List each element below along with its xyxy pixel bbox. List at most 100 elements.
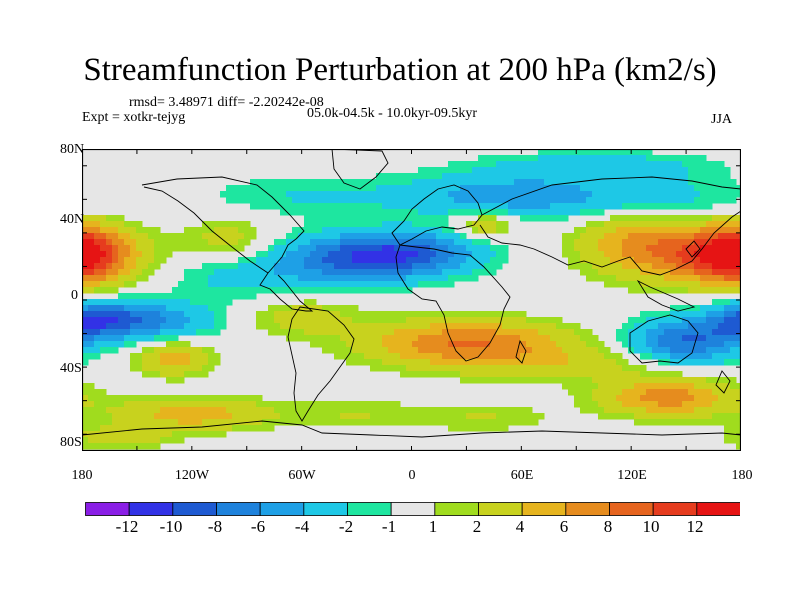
field-cell <box>712 239 719 246</box>
field-cell <box>604 401 611 408</box>
field-cell <box>460 233 467 240</box>
field-cell <box>622 221 629 228</box>
field-cell <box>376 407 383 414</box>
colorbar-swatch <box>85 502 130 516</box>
field-cell <box>544 359 551 366</box>
field-cell <box>358 245 365 252</box>
field-cell <box>100 431 107 438</box>
field-cell <box>184 287 191 294</box>
field-cell <box>82 251 89 258</box>
field-cell <box>706 311 713 318</box>
field-cell <box>370 329 377 336</box>
field-cell <box>172 347 179 354</box>
field-cell <box>340 191 347 198</box>
field-cell <box>334 281 341 288</box>
field-cell <box>334 305 341 312</box>
field-cell <box>94 413 101 420</box>
field-cell <box>340 413 347 420</box>
field-cell <box>382 209 389 216</box>
field-cell <box>82 215 89 222</box>
field-cell <box>394 191 401 198</box>
field-cell <box>700 215 707 222</box>
field-cell <box>118 443 125 450</box>
field-cell <box>322 329 329 336</box>
field-cell <box>370 257 377 264</box>
field-cell <box>160 257 167 264</box>
field-cell <box>484 197 491 204</box>
field-cell <box>352 197 359 204</box>
field-cell <box>640 239 647 246</box>
field-cell <box>640 317 647 324</box>
field-cell <box>160 407 167 414</box>
field-cell <box>106 239 113 246</box>
field-cell <box>118 257 125 264</box>
field-cell <box>532 185 539 192</box>
field-cell <box>508 203 515 210</box>
field-cell <box>706 407 713 414</box>
field-cell <box>514 335 521 342</box>
field-cell <box>628 215 635 222</box>
field-cell <box>706 215 713 222</box>
field-cell <box>286 209 293 216</box>
field-cell <box>178 365 185 372</box>
field-cell <box>310 407 317 414</box>
field-cell <box>700 407 707 414</box>
field-cell <box>130 305 137 312</box>
field-cell <box>208 287 215 294</box>
field-cell <box>646 275 653 282</box>
field-cell <box>622 407 629 414</box>
field-cell <box>508 365 515 372</box>
field-cell <box>532 335 539 342</box>
field-cell <box>214 245 221 252</box>
field-cell <box>652 347 659 354</box>
field-cell <box>268 407 275 414</box>
field-cell <box>340 401 347 408</box>
field-cell <box>694 359 701 366</box>
field-cell <box>454 245 461 252</box>
field-cell <box>106 311 113 318</box>
field-cell <box>652 197 659 204</box>
lon-tick-label: 120W <box>174 468 210 483</box>
field-cell <box>112 239 119 246</box>
field-cell <box>220 311 227 318</box>
field-cell <box>124 401 131 408</box>
field-cell <box>580 329 587 336</box>
field-cell <box>688 389 695 396</box>
field-cell <box>496 251 503 258</box>
field-cell <box>478 227 485 234</box>
field-cell <box>304 407 311 414</box>
field-cell <box>202 233 209 240</box>
field-cell <box>448 329 455 336</box>
field-cell <box>88 389 95 396</box>
field-cell <box>124 233 131 240</box>
field-cell <box>94 257 101 264</box>
field-cell <box>634 197 641 204</box>
field-cell <box>412 239 419 246</box>
field-cell <box>490 347 497 354</box>
field-cell <box>640 257 647 264</box>
field-cell <box>556 353 563 360</box>
field-cell <box>724 419 731 426</box>
field-cell <box>106 401 113 408</box>
field-cell <box>310 299 317 306</box>
field-cell <box>304 323 311 330</box>
field-cell <box>718 401 725 408</box>
field-cell <box>184 269 191 276</box>
field-cell <box>280 287 287 294</box>
field-cell <box>658 275 665 282</box>
figure-title: Streamfunction Perturbation at 200 hPa (… <box>83 52 717 88</box>
field-cell <box>436 209 443 216</box>
field-cell <box>634 407 641 414</box>
field-cell <box>382 317 389 324</box>
colorbar-swatch <box>259 502 305 516</box>
field-cell <box>688 329 695 336</box>
field-cell <box>508 359 515 366</box>
field-cell <box>262 269 269 276</box>
field-cell <box>358 179 365 186</box>
field-cell <box>112 335 119 342</box>
field-cell <box>664 341 671 348</box>
field-cell <box>274 245 281 252</box>
field-cell <box>196 413 203 420</box>
field-cell <box>496 173 503 180</box>
field-cell <box>520 323 527 330</box>
